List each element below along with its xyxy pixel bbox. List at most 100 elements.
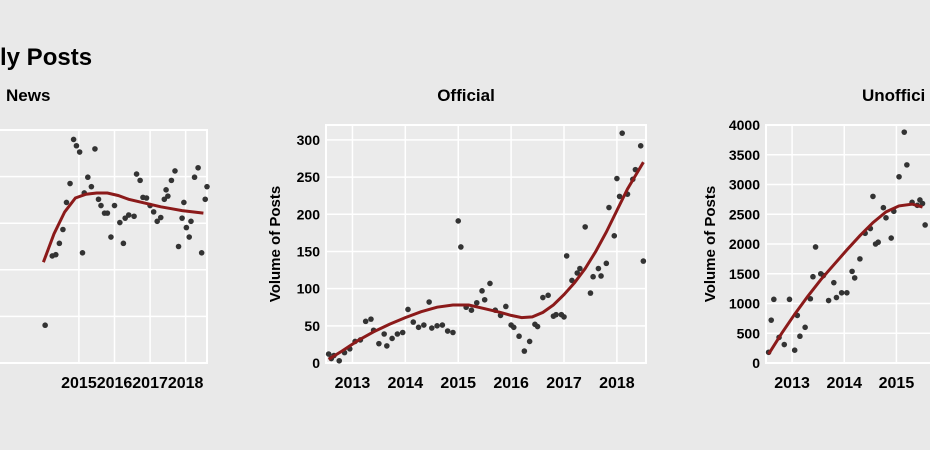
y-tick-label: 4000 bbox=[729, 117, 760, 133]
data-point bbox=[844, 289, 850, 296]
data-point bbox=[577, 265, 583, 272]
data-point bbox=[616, 193, 623, 200]
data-point bbox=[595, 265, 602, 272]
data-point bbox=[426, 299, 432, 305]
trend-line bbox=[41, 191, 204, 263]
data-point bbox=[381, 331, 387, 337]
data-point bbox=[175, 243, 182, 250]
data-point bbox=[540, 294, 546, 301]
data-point bbox=[95, 196, 102, 203]
gridlines bbox=[766, 124, 930, 364]
chart-title: News bbox=[6, 86, 50, 105]
data-point bbox=[104, 210, 111, 216]
data-points bbox=[42, 136, 210, 329]
data-point bbox=[108, 234, 114, 240]
data-point bbox=[888, 235, 895, 241]
data-point bbox=[384, 343, 390, 349]
data-point bbox=[901, 129, 908, 135]
data-point bbox=[831, 279, 837, 286]
data-point bbox=[143, 195, 150, 201]
data-point bbox=[336, 357, 343, 364]
data-point bbox=[368, 316, 374, 322]
x-tick-label: 2016 bbox=[493, 375, 529, 392]
data-point bbox=[191, 174, 198, 181]
y-tick-label: 200 bbox=[297, 206, 321, 222]
x-tick-label: 2015 bbox=[61, 375, 97, 392]
data-point bbox=[574, 270, 581, 276]
data-point bbox=[838, 289, 845, 296]
data-point bbox=[534, 323, 541, 330]
data-point bbox=[503, 303, 509, 310]
chart-official: Official 2013 2014 2015 2016 2017 2018 0 50 100… bbox=[267, 86, 647, 392]
data-point bbox=[410, 319, 417, 325]
y-axis: 0 500 1000 1500 2000 2500 3000 3500 4000 bbox=[729, 117, 760, 371]
data-point bbox=[439, 322, 446, 328]
data-point bbox=[791, 347, 798, 354]
data-point bbox=[70, 136, 77, 143]
data-point bbox=[875, 239, 881, 246]
data-point bbox=[157, 214, 164, 221]
data-point bbox=[810, 273, 816, 280]
data-point bbox=[521, 348, 528, 354]
data-point bbox=[781, 341, 788, 348]
data-point bbox=[812, 244, 819, 250]
data-point bbox=[598, 273, 604, 279]
data-point bbox=[919, 200, 926, 207]
data-point bbox=[904, 162, 910, 168]
data-point bbox=[179, 215, 185, 221]
y-axis-label: Volume of Posts bbox=[702, 186, 719, 302]
trend-line bbox=[327, 161, 645, 361]
data-point bbox=[394, 331, 401, 337]
data-point bbox=[833, 294, 840, 301]
y-tick-label: 1000 bbox=[729, 296, 760, 312]
data-point bbox=[389, 335, 395, 342]
x-tick-label: 2013 bbox=[335, 375, 371, 392]
data-point bbox=[85, 174, 91, 181]
x-tick-label: 2015 bbox=[440, 375, 476, 392]
data-point bbox=[98, 202, 104, 209]
data-point bbox=[186, 234, 193, 240]
chart-unofficial: Unoffici 2013 2014 2015 0 500 1000 1500 2000 25… bbox=[702, 86, 930, 392]
data-point bbox=[771, 296, 777, 303]
data-point bbox=[481, 296, 488, 303]
x-tick-label: 2014 bbox=[388, 375, 424, 392]
data-point bbox=[526, 338, 533, 345]
data-point bbox=[183, 224, 190, 231]
data-point bbox=[421, 322, 427, 328]
data-point bbox=[510, 324, 517, 331]
data-point bbox=[63, 199, 70, 206]
data-point bbox=[637, 143, 644, 149]
data-point bbox=[117, 219, 123, 226]
data-point bbox=[545, 292, 551, 299]
data-point bbox=[204, 183, 210, 190]
x-tick-label: 2018 bbox=[599, 375, 635, 392]
plot-area bbox=[0, 129, 208, 364]
data-point bbox=[53, 251, 59, 258]
y-tick-label: 50 bbox=[304, 318, 320, 334]
x-axis: 2013 2014 2015 bbox=[774, 375, 914, 392]
y-tick-label: 3000 bbox=[729, 177, 760, 193]
x-axis: 2013 2014 2015 2016 2017 2018 bbox=[335, 375, 635, 392]
data-point bbox=[415, 324, 422, 331]
data-point bbox=[450, 329, 456, 336]
data-point bbox=[479, 288, 485, 294]
y-tick-label: 2000 bbox=[729, 236, 760, 252]
data-point bbox=[362, 318, 369, 325]
data-point bbox=[131, 213, 137, 220]
data-point bbox=[857, 256, 863, 262]
data-point bbox=[587, 290, 594, 296]
data-point bbox=[569, 277, 575, 284]
data-point bbox=[640, 258, 647, 264]
data-point bbox=[120, 240, 127, 247]
data-point bbox=[516, 333, 522, 340]
gridlines bbox=[326, 125, 646, 364]
data-point bbox=[614, 175, 620, 182]
data-point bbox=[582, 224, 588, 230]
chart-title: Unoffici bbox=[862, 86, 925, 105]
data-point bbox=[768, 317, 775, 323]
y-tick-label: 2500 bbox=[729, 206, 760, 222]
data-point bbox=[168, 177, 175, 184]
data-point bbox=[150, 209, 157, 215]
data-point bbox=[376, 340, 382, 347]
